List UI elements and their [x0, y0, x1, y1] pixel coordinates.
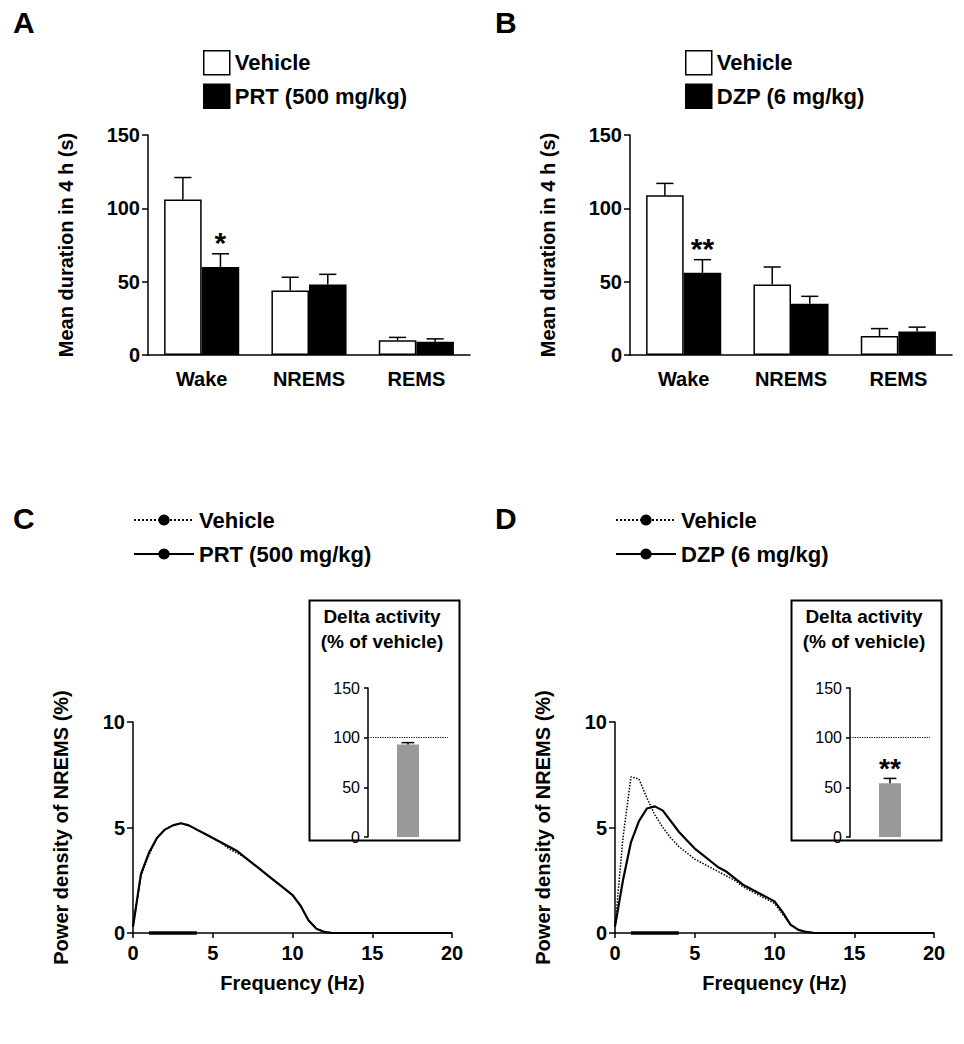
svg-text:5: 5: [207, 942, 218, 964]
svg-text:Delta activity: Delta activity: [323, 606, 441, 627]
svg-text:15: 15: [361, 942, 383, 964]
svg-text:100: 100: [333, 729, 360, 746]
svg-text:NREMS: NREMS: [273, 368, 345, 390]
svg-text:PRT (500 mg/kg): PRT (500 mg/kg): [199, 542, 371, 567]
svg-text:0: 0: [129, 344, 140, 366]
svg-text:0: 0: [596, 922, 607, 944]
svg-text:Vehicle: Vehicle: [199, 508, 275, 533]
svg-text:5: 5: [114, 817, 125, 839]
svg-text:50: 50: [342, 779, 360, 796]
svg-text:Power density of NREMS (%): Power density of NREMS (%): [532, 690, 554, 964]
svg-text:D: D: [495, 502, 517, 535]
svg-text:150: 150: [333, 680, 360, 697]
svg-text:50: 50: [824, 779, 842, 796]
svg-text:DZP (6 mg/kg): DZP (6 mg/kg): [717, 84, 865, 109]
svg-text:Mean duration in 4 h (s): Mean duration in 4 h (s): [537, 133, 559, 357]
svg-text:Vehicle: Vehicle: [717, 50, 793, 75]
svg-text:**: **: [879, 753, 901, 784]
svg-text:Delta activity: Delta activity: [805, 606, 923, 627]
svg-text:100: 100: [589, 197, 622, 219]
svg-text:DZP (6 mg/kg): DZP (6 mg/kg): [681, 542, 829, 567]
svg-text:Wake: Wake: [176, 368, 228, 390]
svg-text:100: 100: [107, 197, 140, 219]
svg-text:10: 10: [281, 942, 303, 964]
svg-text:50: 50: [600, 271, 622, 293]
svg-text:(% of vehicle): (% of vehicle): [321, 631, 443, 652]
svg-text:50: 50: [118, 271, 140, 293]
svg-text:(% of vehicle): (% of vehicle): [803, 631, 925, 652]
svg-text:15: 15: [843, 942, 865, 964]
svg-text:5: 5: [689, 942, 700, 964]
svg-text:A: A: [13, 6, 35, 39]
svg-text:0: 0: [611, 344, 622, 366]
svg-text:10: 10: [585, 711, 607, 733]
svg-text:Frequency (Hz): Frequency (Hz): [220, 972, 364, 994]
svg-text:NREMS: NREMS: [755, 368, 827, 390]
svg-text:100: 100: [815, 729, 842, 746]
svg-text:0: 0: [609, 942, 620, 964]
svg-text:REMS: REMS: [387, 368, 445, 390]
svg-text:150: 150: [107, 124, 140, 146]
svg-text:Vehicle: Vehicle: [681, 508, 757, 533]
svg-text:20: 20: [923, 942, 945, 964]
svg-text:*: *: [215, 226, 227, 259]
svg-text:Vehicle: Vehicle: [235, 50, 311, 75]
svg-text:150: 150: [815, 680, 842, 697]
svg-text:PRT (500 mg/kg): PRT (500 mg/kg): [235, 84, 407, 109]
svg-text:B: B: [495, 6, 517, 39]
svg-text:Mean duration in 4 h (s): Mean duration in 4 h (s): [55, 133, 77, 357]
svg-text:0: 0: [351, 829, 360, 846]
svg-text:Wake: Wake: [658, 368, 710, 390]
svg-text:10: 10: [103, 711, 125, 733]
svg-text:10: 10: [763, 942, 785, 964]
svg-text:0: 0: [833, 829, 842, 846]
svg-text:**: **: [691, 232, 715, 265]
svg-text:Frequency (Hz): Frequency (Hz): [702, 972, 846, 994]
svg-text:150: 150: [589, 124, 622, 146]
svg-text:C: C: [13, 502, 35, 535]
svg-text:0: 0: [127, 942, 138, 964]
svg-text:0: 0: [114, 922, 125, 944]
svg-text:20: 20: [441, 942, 463, 964]
svg-text:Power density of NREMS (%): Power density of NREMS (%): [50, 690, 72, 964]
svg-text:5: 5: [596, 817, 607, 839]
svg-text:REMS: REMS: [869, 368, 927, 390]
